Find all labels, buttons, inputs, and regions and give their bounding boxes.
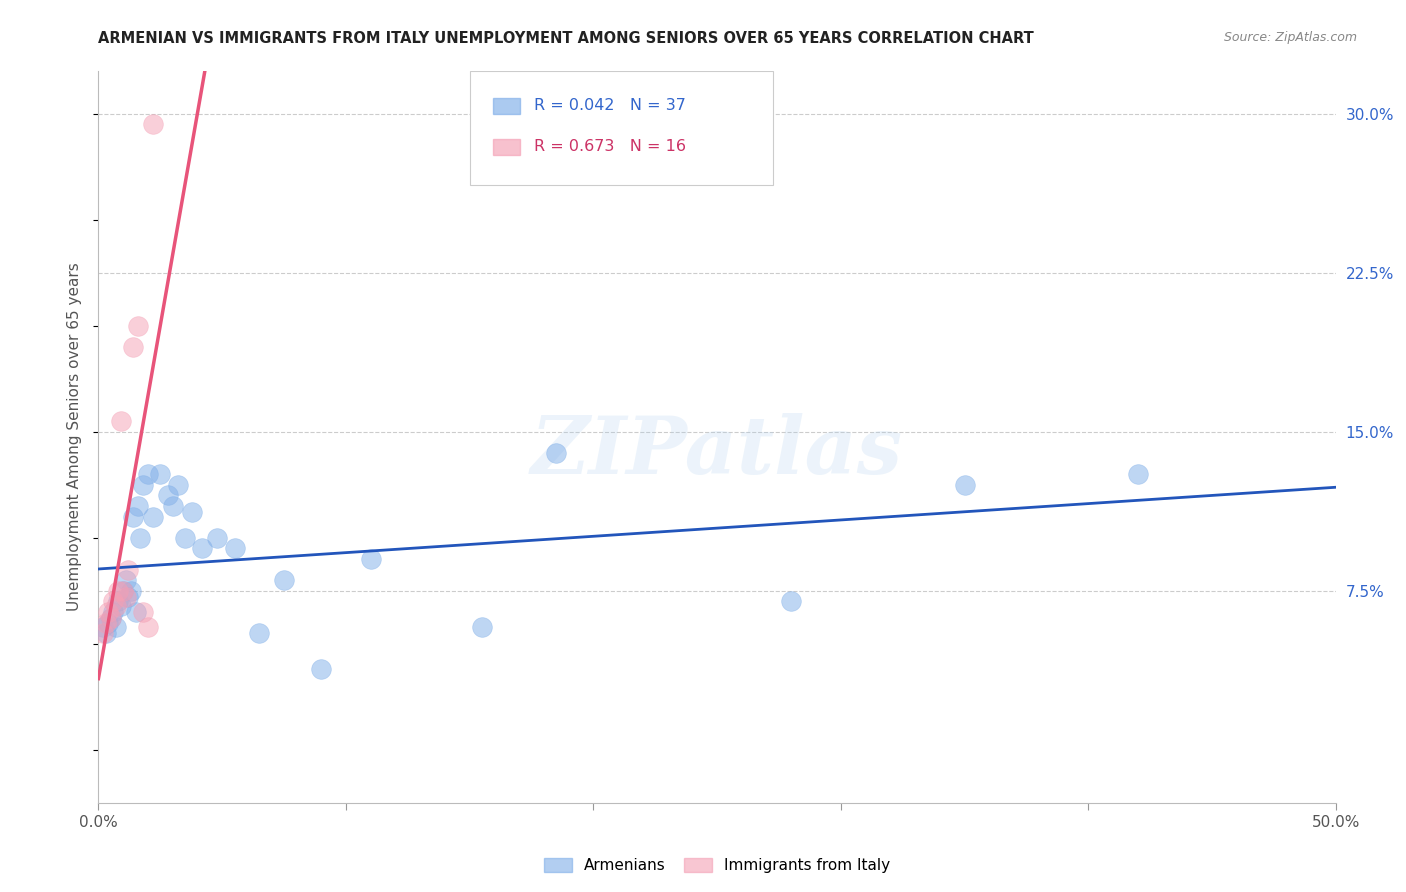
Point: [136, 467, 159, 482]
FancyBboxPatch shape: [494, 138, 520, 154]
Point: [136, 620, 159, 634]
Point: [273, 573, 295, 587]
Point: [780, 594, 803, 608]
Point: [104, 599, 127, 613]
Point: [97, 605, 120, 619]
Point: [93, 626, 115, 640]
FancyBboxPatch shape: [494, 98, 520, 114]
Y-axis label: Unemployment Among Seniors over 65 years: Unemployment Among Seniors over 65 years: [67, 263, 83, 611]
Point: [122, 340, 145, 354]
Text: R = 0.673   N = 16: R = 0.673 N = 16: [534, 139, 686, 154]
Point: [162, 499, 184, 513]
Text: ARMENIAN VS IMMIGRANTS FROM ITALY UNEMPLOYMENT AMONG SENIORS OVER 65 YEARS CORRE: ARMENIAN VS IMMIGRANTS FROM ITALY UNEMPL…: [98, 31, 1035, 46]
Point: [142, 117, 165, 131]
Point: [191, 541, 214, 556]
Point: [103, 605, 125, 619]
Point: [174, 531, 197, 545]
Point: [247, 626, 270, 640]
Point: [100, 611, 122, 625]
Point: [117, 563, 139, 577]
Point: [142, 509, 165, 524]
Point: [360, 552, 382, 566]
Point: [110, 414, 132, 428]
Point: [127, 318, 149, 333]
Point: [149, 467, 172, 482]
Point: [181, 505, 204, 519]
Point: [129, 531, 152, 545]
Point: [205, 531, 228, 545]
Point: [546, 446, 568, 460]
Point: [132, 477, 155, 491]
Point: [127, 499, 149, 513]
Text: ZIPatlas: ZIPatlas: [531, 413, 903, 491]
Point: [309, 662, 332, 676]
Point: [107, 594, 129, 608]
Legend: Armenians, Immigrants from Italy: Armenians, Immigrants from Italy: [538, 852, 896, 880]
Point: [156, 488, 179, 502]
Text: Source: ZipAtlas.com: Source: ZipAtlas.com: [1223, 31, 1357, 45]
Point: [1126, 467, 1149, 482]
Point: [120, 583, 142, 598]
Point: [114, 590, 136, 604]
Point: [132, 605, 155, 619]
Point: [471, 620, 494, 634]
Text: R = 0.042   N = 37: R = 0.042 N = 37: [534, 98, 686, 113]
Point: [112, 583, 135, 598]
Point: [100, 611, 122, 625]
Point: [103, 594, 125, 608]
FancyBboxPatch shape: [470, 71, 773, 185]
Point: [110, 599, 132, 613]
Point: [94, 615, 117, 630]
Point: [224, 541, 246, 556]
Point: [104, 620, 127, 634]
Point: [117, 590, 139, 604]
Point: [124, 605, 146, 619]
Point: [122, 509, 145, 524]
Point: [114, 573, 136, 587]
Point: [112, 583, 135, 598]
Point: [97, 615, 120, 630]
Point: [107, 583, 129, 598]
Point: [93, 620, 115, 634]
Point: [953, 477, 976, 491]
Point: [166, 477, 188, 491]
Point: [94, 626, 117, 640]
